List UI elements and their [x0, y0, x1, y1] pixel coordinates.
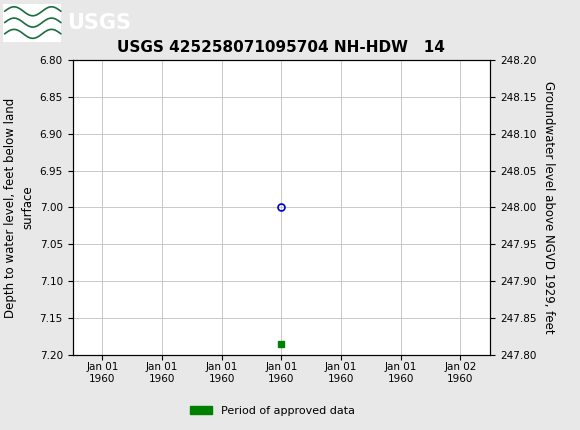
Legend: Period of approved data: Period of approved data	[186, 401, 360, 420]
Y-axis label: Groundwater level above NGVD 1929, feet: Groundwater level above NGVD 1929, feet	[542, 81, 555, 334]
Title: USGS 425258071095704 NH-HDW   14: USGS 425258071095704 NH-HDW 14	[117, 40, 445, 55]
Y-axis label: Depth to water level, feet below land
surface: Depth to water level, feet below land su…	[4, 97, 34, 318]
Text: USGS: USGS	[67, 12, 130, 33]
